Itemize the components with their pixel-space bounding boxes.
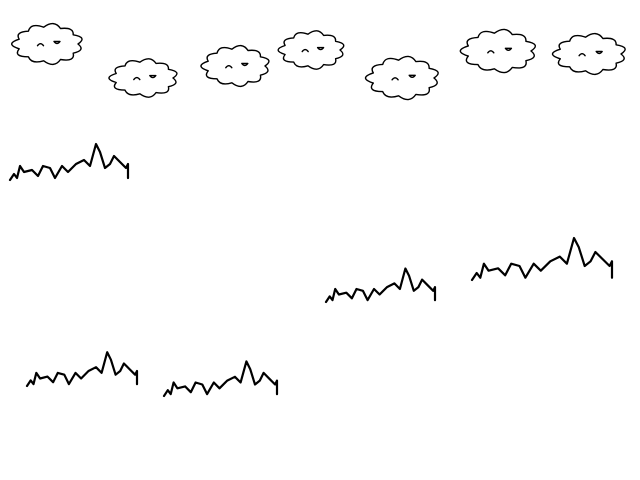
cloud-icon bbox=[277, 30, 345, 70]
grass-tuft-icon bbox=[162, 360, 279, 398]
cloud-icon bbox=[200, 44, 270, 88]
cloud-layer bbox=[11, 22, 626, 101]
grass-tuft-icon bbox=[324, 267, 437, 304]
grass-layer bbox=[8, 142, 614, 398]
cloud-icon bbox=[364, 55, 439, 101]
grass-tuft-icon bbox=[470, 236, 614, 282]
cloud-icon bbox=[551, 32, 626, 76]
cloud-icon bbox=[11, 22, 83, 66]
grass-tuft-icon bbox=[8, 142, 130, 182]
cloud-icon bbox=[459, 28, 536, 74]
grass-tuft-icon bbox=[25, 351, 139, 388]
cloud-icon bbox=[108, 58, 178, 98]
